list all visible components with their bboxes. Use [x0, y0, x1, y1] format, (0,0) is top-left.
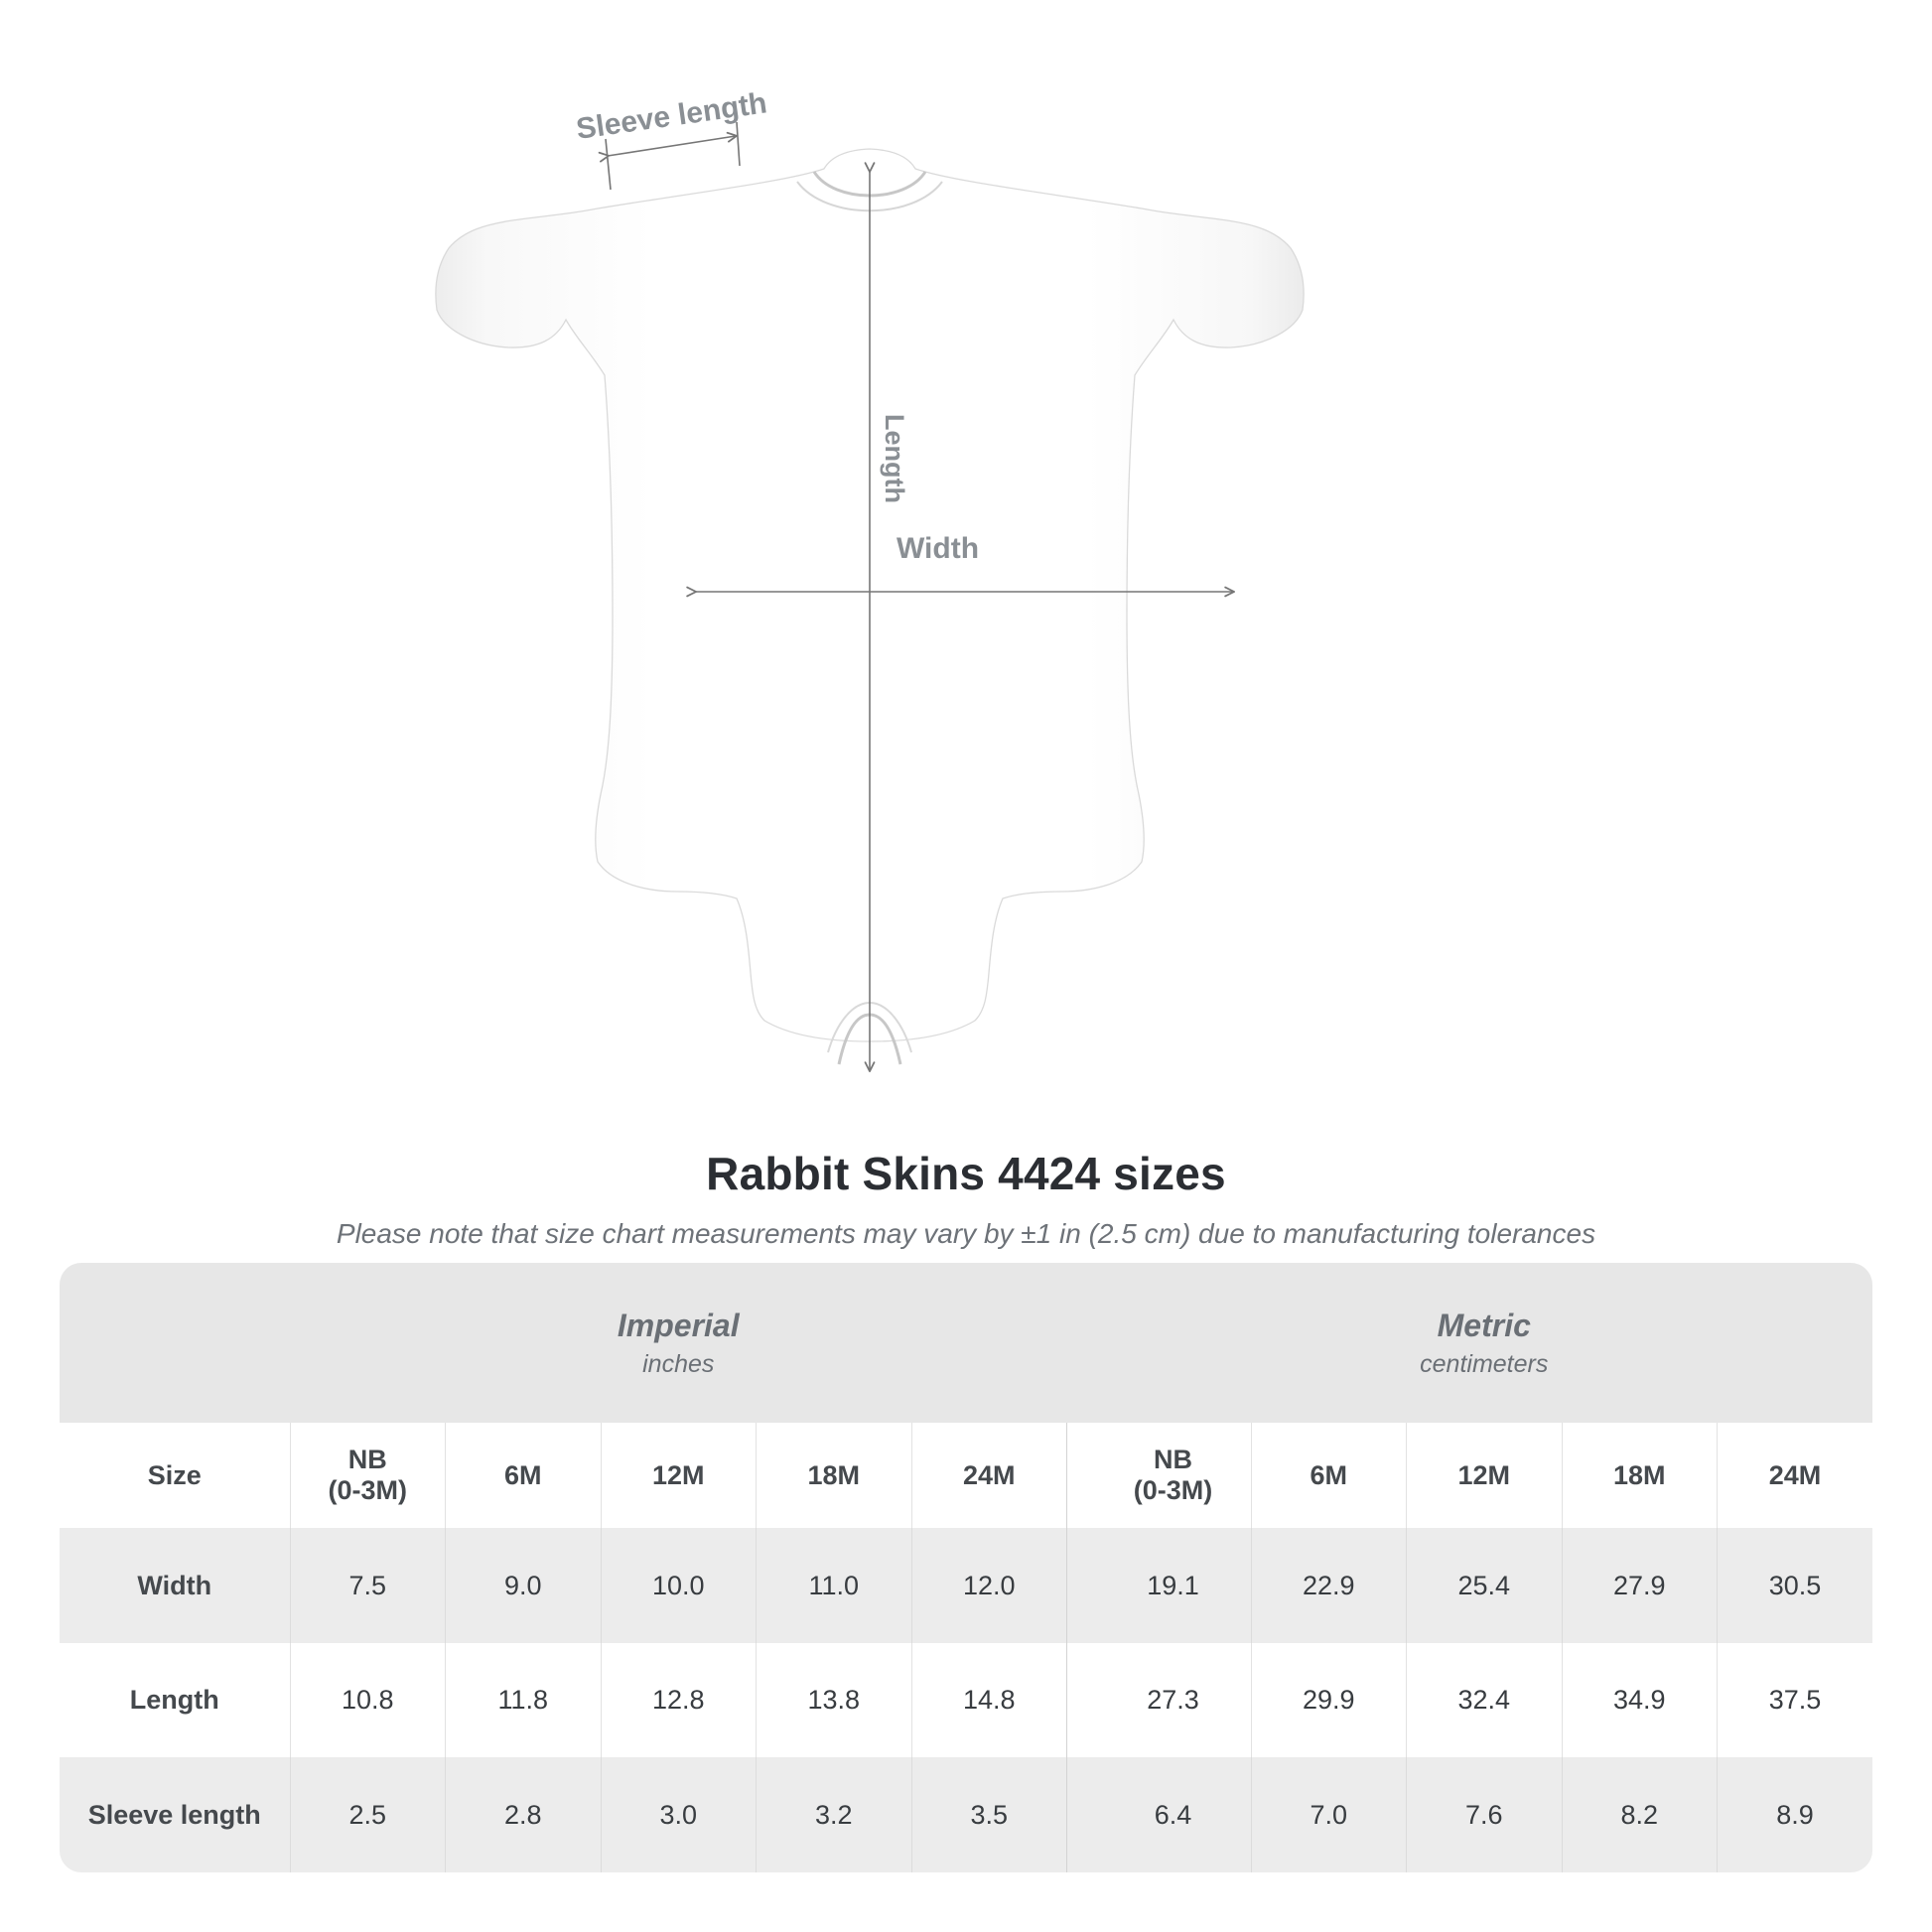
svg-text:Length: Length: [880, 414, 909, 503]
svg-text:Width: Width: [897, 532, 979, 565]
svg-text:Sleeve length: Sleeve length: [574, 86, 768, 146]
